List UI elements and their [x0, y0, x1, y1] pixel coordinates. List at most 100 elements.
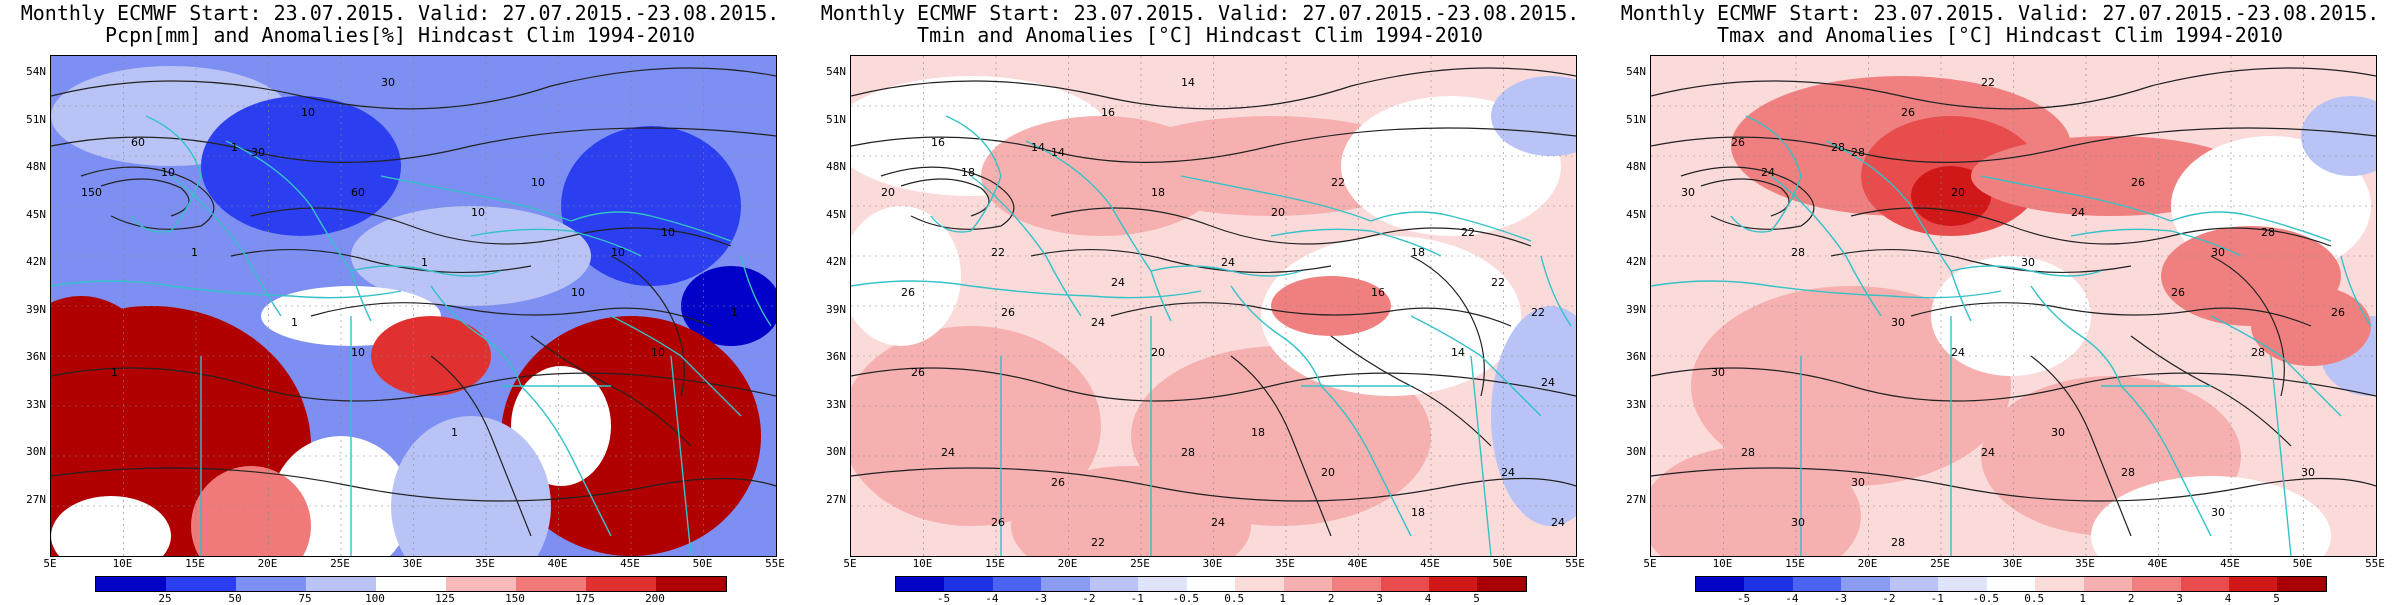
colorbar-segment: [896, 577, 945, 591]
coastline: [1150, 265, 1302, 277]
contour-label: 14: [1451, 346, 1465, 359]
contour-label: 1: [421, 256, 428, 269]
contour-label: 28: [2121, 466, 2135, 479]
colorbar: [95, 576, 727, 592]
colorbar-label: 200: [645, 592, 665, 605]
coastline: [1980, 175, 2172, 222]
contour-label: 22: [1331, 176, 1345, 189]
contour-label: 18: [1151, 186, 1165, 199]
longitude-label: 30E: [2002, 557, 2023, 570]
contour-line: [80, 166, 215, 230]
colorbar-label: 4: [2224, 592, 2232, 605]
contour-label: 24: [1221, 256, 1235, 269]
longitude-label: 40E: [2147, 557, 2168, 570]
contour-line: [51, 67, 776, 110]
anomaly-region: [1651, 446, 1861, 556]
longitude-label: 55E: [2365, 557, 2385, 570]
coastline: [851, 280, 1202, 299]
longitude-label: 20E: [1857, 557, 1878, 570]
coastline: [380, 175, 572, 222]
coastline: [1825, 140, 1972, 322]
colorbar-segment: [1283, 577, 1333, 591]
coastline: [1540, 255, 1572, 327]
latitude-label: 45N: [826, 207, 846, 221]
contour-label: 14: [1051, 146, 1065, 159]
colorbar-label: 25: [158, 592, 172, 605]
longitude-label: 50E: [692, 557, 713, 570]
colorbar-segment: [236, 577, 306, 591]
map-area: 22 26 26 28 30 24 20 28 24 26 30 30 28 30 24 26 28 30 30 28…: [1650, 55, 2377, 557]
latitude-label: 42N: [826, 255, 846, 268]
contour-label: 1: [191, 246, 198, 259]
latitude-label: 30N: [26, 445, 46, 458]
panel-tmax: Monthly ECMWF Start: 23.07.2015. Valid: …: [1600, 0, 2400, 605]
coastline: [970, 175, 1082, 317]
colorbar-label: -4: [1785, 592, 1799, 605]
colorbar-segment: [1041, 577, 1090, 591]
coastline: [2340, 255, 2372, 327]
contour-label: 30: [2051, 426, 2065, 439]
coastline: [2070, 228, 2242, 257]
contour-line: [100, 178, 190, 217]
coastline: [670, 355, 692, 556]
anomaly-region: [1491, 76, 1576, 156]
colorbar-segment: [1380, 577, 1429, 591]
colorbar-segment: [1089, 577, 1139, 591]
colorbar-label: -0.5: [1972, 592, 2000, 605]
longitude-label: 5E: [1643, 557, 1657, 570]
colorbar-label: -2: [1082, 592, 1096, 605]
contour-label: 10: [651, 346, 665, 359]
latitude-label: 30N: [1626, 445, 1646, 458]
anomaly-region: [1911, 166, 1991, 226]
coastline: [2210, 315, 2342, 417]
longitude-label: 55E: [765, 557, 785, 570]
longitude-label: 5E: [843, 557, 857, 570]
colorbar-label: 0.5: [1224, 592, 1245, 605]
contour-label: 30: [2301, 466, 2315, 479]
contour-label: 30: [251, 146, 265, 159]
contour-label: 30: [381, 76, 395, 89]
map-canvas: 30 60 10 1 150 10 60 30 10 10 1 10 10 1 10 10 1 1 1 10 1: [51, 56, 776, 556]
coastline: [740, 255, 772, 327]
colorbar-label: 50: [228, 592, 242, 605]
latitude-label: 51N: [1626, 112, 1646, 126]
anomaly-region: [201, 96, 401, 236]
contour-label: 16: [1101, 106, 1115, 119]
longitude-label: 25E: [1930, 557, 1950, 570]
colorbar-label: 1: [1279, 592, 1286, 605]
latitude-label: 54N: [1626, 65, 1646, 78]
coastline: [520, 385, 612, 537]
longitude-label: 25E: [330, 557, 350, 570]
contour-label: 30: [1851, 476, 1865, 489]
contour-label: 1: [451, 426, 458, 439]
colorbar: [895, 576, 1527, 592]
contour-label: 24: [1111, 276, 1125, 289]
contour-label: 30: [2211, 506, 2225, 519]
colorbar-segment: [516, 577, 586, 591]
coastline: [1730, 115, 1802, 233]
contour-label: 28: [2251, 346, 2265, 359]
longitude-label: 15E: [1785, 557, 1805, 570]
colorbar-segment: [1696, 577, 1745, 591]
contour-label: 26: [2131, 176, 2145, 189]
contour-label: 24: [1761, 166, 1775, 179]
anomaly-region: [681, 266, 776, 346]
contour-label: 10: [161, 166, 175, 179]
longitude-label: 5E: [43, 557, 57, 570]
colorbar-segment: [992, 577, 1042, 591]
longitude-label: 25E: [1130, 557, 1150, 570]
latitude-label: 27N: [1626, 492, 1646, 506]
contour-line: [1050, 207, 1532, 247]
colorbar-segment: [1889, 577, 1939, 591]
contour-label: 26: [901, 286, 915, 299]
contour-label: 30: [2021, 256, 2035, 269]
panel-title-line2: Pcpn[mm] and Anomalies[%] Hindcast Clim …: [104, 23, 695, 47]
contour-label: 26: [911, 366, 925, 379]
contour-line: [530, 335, 692, 447]
colorbar-segment: [1235, 577, 1284, 591]
anomaly-region: [391, 416, 551, 556]
map-canvas: 14 16 16 14 20 18 18 14 20 22 24 18 22 24 20 16 22 26 18 14…: [851, 56, 1576, 556]
contour-label: 10: [301, 106, 315, 119]
contour-line: [1910, 302, 2312, 327]
latitude-label: 36N: [26, 350, 46, 363]
